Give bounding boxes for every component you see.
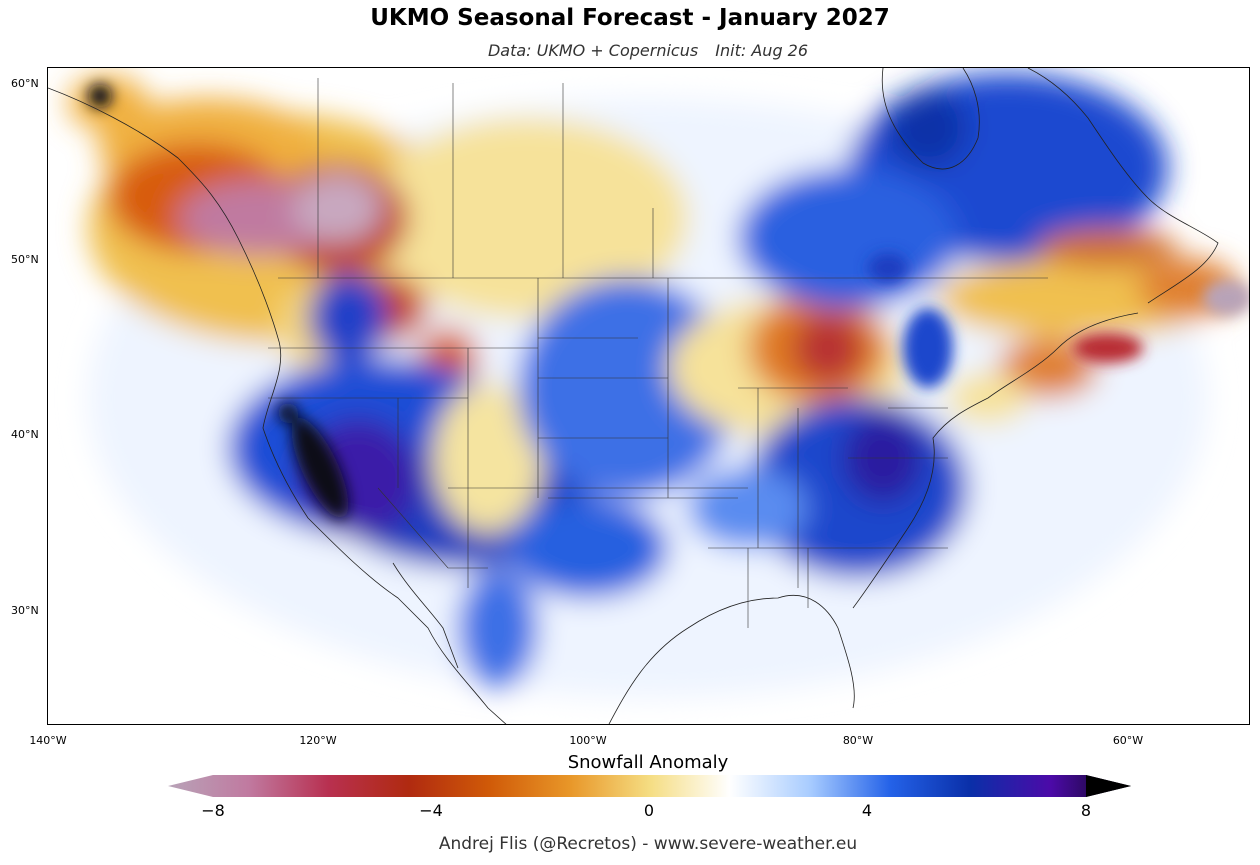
coastlines: [48, 68, 1219, 724]
colorbar: [168, 775, 1131, 797]
colorbar-tick-4: 4: [861, 801, 873, 820]
colorbar-max-extend: [1086, 775, 1131, 797]
subtitle-init-date: Init: Aug 26: [715, 41, 809, 60]
anomaly-extremes: [88, 84, 1249, 519]
map-canvas: [48, 68, 1249, 724]
colorbar-tick-minus4: −4: [419, 801, 443, 820]
lon-label-60w: 60°W: [1112, 734, 1144, 747]
colorbar-title: Snowfall Anomaly: [567, 752, 729, 773]
lat-label-50n: 50°N: [11, 253, 39, 266]
colorbar-tick-minus8: −8: [201, 801, 225, 820]
lat-label-40n: 40°N: [11, 428, 39, 441]
political-borders: [268, 78, 1048, 628]
chart-subtitle: Data: UKMO + Copernicus Init: Aug 26: [0, 41, 1260, 60]
lat-label-30n: 30°N: [11, 604, 39, 617]
lon-label-140w: 140°W: [29, 734, 67, 747]
colorbar-tick-0: 0: [643, 801, 655, 820]
lon-label-120w: 120°W: [299, 734, 337, 747]
credit-line: Andrej Flis (@Recretos) - www.severe-wea…: [438, 834, 858, 854]
anomaly-field: [68, 73, 1238, 698]
chart-title: UKMO Seasonal Forecast - January 2027: [370, 5, 890, 31]
lat-label-60n: 60°N: [11, 77, 39, 90]
lon-label-80w: 80°W: [842, 734, 874, 747]
snowfall-anomaly-map: [47, 67, 1250, 725]
lon-label-100w: 100°W: [569, 734, 607, 747]
subtitle-data-source: Data: UKMO + Copernicus: [487, 41, 699, 60]
colorbar-tick-8: 8: [1080, 801, 1092, 820]
